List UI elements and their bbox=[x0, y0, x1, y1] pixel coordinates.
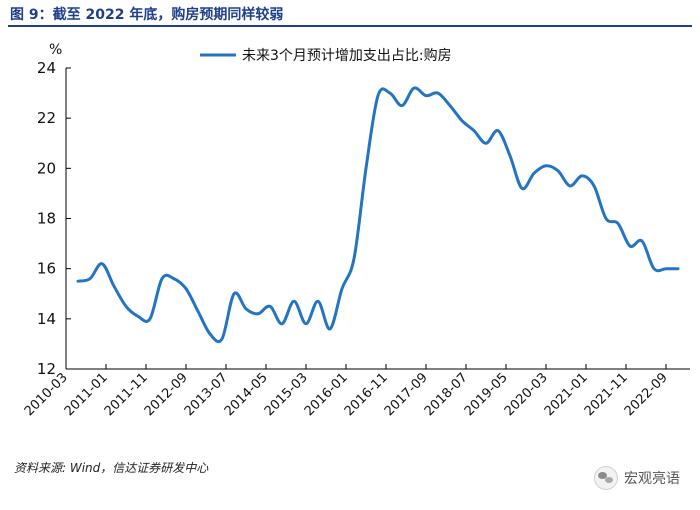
data-point bbox=[653, 267, 655, 270]
data-point bbox=[305, 322, 307, 325]
x-tick-label: 2020-03 bbox=[502, 370, 551, 419]
y-tick-label: 14 bbox=[37, 310, 56, 328]
source-note: 资料来源: Wind，信达证券研发中心 bbox=[14, 461, 209, 475]
x-tick-label: 2016-01 bbox=[302, 370, 351, 419]
data-point bbox=[593, 185, 595, 187]
x-axis-ticks: 2010-032011-012011-112012-092013-072014-… bbox=[22, 364, 671, 419]
data-point bbox=[497, 129, 499, 132]
data-point bbox=[581, 175, 583, 177]
data-point bbox=[449, 104, 451, 107]
data-point bbox=[365, 167, 367, 170]
x-tick-label: 2022-09 bbox=[622, 370, 671, 419]
title-divider bbox=[8, 25, 692, 27]
x-tick-label: 2019-05 bbox=[462, 370, 511, 419]
watermark-label: 宏观亮语 bbox=[624, 471, 680, 487]
data-point bbox=[629, 245, 631, 248]
data-point bbox=[221, 338, 223, 340]
data-point bbox=[209, 333, 211, 335]
data-point bbox=[101, 262, 103, 265]
x-tick-label: 2021-01 bbox=[542, 370, 591, 419]
watermark: 宏观亮语 bbox=[594, 466, 680, 490]
data-point bbox=[269, 305, 271, 308]
data-point bbox=[377, 94, 379, 97]
data-point bbox=[509, 154, 511, 157]
y-tick-label: 20 bbox=[37, 159, 56, 177]
x-tick-label: 2013-07 bbox=[182, 370, 231, 419]
data-point bbox=[329, 328, 331, 330]
y-tick-label: 22 bbox=[37, 109, 56, 127]
data-point bbox=[353, 257, 355, 260]
data-point bbox=[569, 185, 571, 187]
data-point bbox=[233, 292, 235, 295]
data-point bbox=[245, 307, 247, 310]
y-axis-unit-label: % bbox=[49, 42, 62, 58]
legend-label: 未来3个月预计增加支出占比:购房 bbox=[242, 48, 452, 64]
y-tick-label: 18 bbox=[37, 210, 56, 228]
data-point bbox=[437, 92, 439, 94]
data-point bbox=[677, 267, 679, 270]
x-tick-label: 2016-11 bbox=[342, 370, 391, 419]
chart-legend: 未来3个月预计增加支出占比:购房 bbox=[200, 48, 452, 64]
data-point bbox=[113, 285, 115, 288]
x-tick-label: 2021-11 bbox=[582, 370, 631, 419]
data-point bbox=[317, 300, 319, 303]
data-point bbox=[125, 305, 127, 308]
x-tick-label: 2015-03 bbox=[262, 370, 311, 419]
data-point bbox=[617, 222, 619, 225]
data-point bbox=[473, 129, 475, 132]
x-tick-label: 2011-11 bbox=[102, 370, 151, 419]
data-point bbox=[521, 187, 523, 190]
series-line bbox=[76, 86, 680, 344]
data-point bbox=[605, 217, 607, 220]
data-point bbox=[89, 277, 91, 280]
y-tick-label: 16 bbox=[37, 260, 56, 278]
data-point bbox=[137, 315, 139, 318]
data-point bbox=[293, 300, 295, 303]
data-point bbox=[173, 277, 175, 280]
data-point bbox=[425, 94, 427, 97]
data-point bbox=[341, 287, 343, 290]
x-tick-label: 2017-09 bbox=[382, 370, 431, 419]
line-chart: 12 14 16 18 20 22 24 2010-032011-012011-112012… bbox=[22, 42, 690, 419]
data-point bbox=[533, 172, 535, 175]
data-point bbox=[281, 322, 283, 325]
y-axis-ticks: 12 14 16 18 20 22 24 bbox=[37, 59, 71, 378]
y-tick-label: 12 bbox=[37, 360, 56, 378]
data-point bbox=[257, 312, 259, 315]
data-point bbox=[77, 280, 79, 283]
chart-axes bbox=[65, 68, 690, 370]
x-tick-label: 2014-05 bbox=[222, 370, 271, 419]
data-point bbox=[641, 240, 643, 243]
y-tick-label: 24 bbox=[37, 59, 56, 77]
x-tick-label: 2011-01 bbox=[62, 370, 111, 419]
data-point bbox=[197, 310, 199, 313]
x-tick-label: 2018-07 bbox=[422, 370, 471, 419]
data-point bbox=[461, 119, 463, 122]
data-point bbox=[413, 87, 415, 89]
data-point bbox=[185, 287, 187, 290]
data-point bbox=[545, 164, 547, 167]
data-point bbox=[149, 317, 151, 320]
data-point bbox=[485, 142, 487, 145]
data-point bbox=[401, 104, 403, 107]
data-point bbox=[665, 267, 667, 270]
figure-title: 图 9：截至 2022 年底，购房预期同样较弱 bbox=[10, 7, 284, 23]
data-point bbox=[161, 277, 163, 280]
data-point bbox=[557, 169, 559, 172]
wechat-icon bbox=[594, 466, 618, 490]
x-tick-label: 2012-09 bbox=[142, 370, 191, 419]
data-point bbox=[389, 92, 391, 94]
chart-series bbox=[76, 86, 680, 344]
